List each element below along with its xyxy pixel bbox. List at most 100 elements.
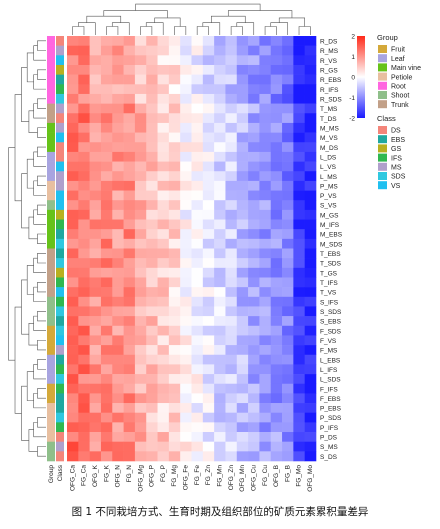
- heatmap-cell: [67, 383, 79, 394]
- heatmap-cell: [100, 151, 113, 162]
- dendrogram-branch: [33, 45, 46, 61]
- heatmap-cell: [157, 403, 170, 414]
- heatmap-cell: [89, 103, 102, 114]
- heatmap-cell: [214, 171, 226, 182]
- class-annotation-cell: [56, 36, 64, 46]
- heatmap-cell: [67, 200, 79, 211]
- heatmap-cell: [248, 142, 260, 153]
- heatmap-cell: [225, 296, 238, 307]
- heatmap-cell: [78, 190, 90, 201]
- heatmap-cell: [180, 296, 192, 307]
- heatmap-cell: [146, 171, 158, 182]
- heatmap-cell: [225, 393, 238, 404]
- heatmap-cell: [304, 287, 317, 298]
- dendrogram-branch: [21, 173, 29, 229]
- heatmap-cell: [270, 248, 283, 259]
- heatmap-cell: [100, 238, 113, 249]
- heatmap-cell: [259, 451, 272, 462]
- heatmap-cell: [248, 345, 260, 356]
- heatmap-cell: [248, 36, 260, 46]
- heatmap-cell: [180, 345, 192, 356]
- heatmap-cell: [146, 161, 158, 172]
- heatmap-cell: [123, 412, 136, 423]
- heatmap-cell: [134, 451, 147, 462]
- class-annotation-cell: [56, 132, 64, 143]
- class-annotation-cell: [56, 248, 64, 259]
- heatmap-cell: [180, 393, 192, 404]
- heatmap-cell: [270, 287, 283, 298]
- class-legend-swatch: [378, 153, 387, 162]
- heatmap-cell: [180, 55, 192, 66]
- class-legend-title: Class: [377, 114, 396, 123]
- column-label: OFG_P: [149, 465, 156, 487]
- heatmap-cell: [146, 103, 158, 114]
- heatmap-cell: [293, 432, 305, 442]
- heatmap-cell: [304, 422, 317, 433]
- heatmap-cell: [180, 277, 192, 288]
- heatmap-cell: [225, 93, 238, 104]
- heatmap-cell: [157, 151, 170, 162]
- heatmap-cell: [236, 296, 249, 307]
- heatmap-cell: [236, 55, 249, 66]
- heatmap-cell: [89, 325, 102, 336]
- heatmap-cell: [67, 316, 79, 327]
- heatmap-cell: [89, 132, 102, 143]
- heatmap-cell: [134, 219, 147, 230]
- heatmap-cell: [270, 55, 283, 66]
- class-annotation-cell: [56, 219, 64, 230]
- heatmap-cell: [100, 277, 113, 288]
- column-label: FG_N: [126, 465, 133, 483]
- heatmap-cell: [225, 84, 238, 95]
- heatmap-cell: [180, 64, 192, 75]
- heatmap-cell: [248, 132, 260, 143]
- heatmap-cell: [112, 374, 124, 385]
- heatmap-cell: [214, 151, 226, 162]
- heatmap-cell: [168, 161, 181, 172]
- heatmap-cell: [78, 200, 90, 211]
- heatmap-cell: [146, 267, 158, 278]
- heatmap-cell: [214, 432, 226, 442]
- heatmap-cell: [259, 383, 272, 394]
- row-label: L_EBS: [320, 357, 341, 364]
- heatmap-cell: [157, 432, 170, 442]
- heatmap-cell: [100, 64, 113, 75]
- heatmap-cell: [157, 161, 170, 172]
- heatmap-cell: [123, 142, 136, 153]
- heatmap-cell: [248, 103, 260, 114]
- heatmap-cell: [100, 180, 113, 191]
- group-annotation-cell: [47, 219, 55, 230]
- heatmap-cell: [259, 190, 272, 201]
- heatmap-cell: [157, 171, 170, 182]
- heatmap-cell: [100, 412, 113, 423]
- heatmap-cell: [123, 432, 136, 442]
- heatmap-cell: [236, 122, 249, 133]
- heatmap-cell: [214, 113, 226, 124]
- heatmap-cell: [270, 451, 283, 462]
- heatmap-cell: [214, 316, 226, 327]
- heatmap-cell: [123, 325, 136, 336]
- dendrogram-branch: [135, 3, 261, 11]
- heatmap-cell: [146, 306, 158, 317]
- dendrogram-branch: [26, 52, 34, 83]
- heatmap-cell: [67, 84, 79, 95]
- heatmap-cell: [236, 113, 249, 124]
- heatmap-cell: [225, 383, 238, 394]
- row-label: S_SDS: [320, 309, 342, 316]
- heatmap-cell: [123, 132, 136, 143]
- row-label: S_DS: [320, 454, 338, 461]
- heatmap-cell: [134, 432, 147, 442]
- heatmap-cell: [78, 277, 90, 288]
- row-label: F_SDS: [320, 328, 342, 335]
- heatmap-cell: [67, 325, 79, 336]
- group-annotation-cell: [47, 287, 55, 298]
- heatmap-cell: [282, 209, 294, 220]
- dendrogram-branch: [196, 26, 209, 35]
- heatmap-cell: [67, 190, 79, 201]
- heatmap-cell: [248, 325, 260, 336]
- heatmap-cell: [293, 412, 305, 423]
- heatmap-cell: [236, 451, 249, 462]
- heatmap-cell: [168, 393, 181, 404]
- heatmap-cell: [270, 171, 283, 182]
- heatmap-cell: [304, 229, 317, 240]
- heatmap-cell: [157, 238, 170, 249]
